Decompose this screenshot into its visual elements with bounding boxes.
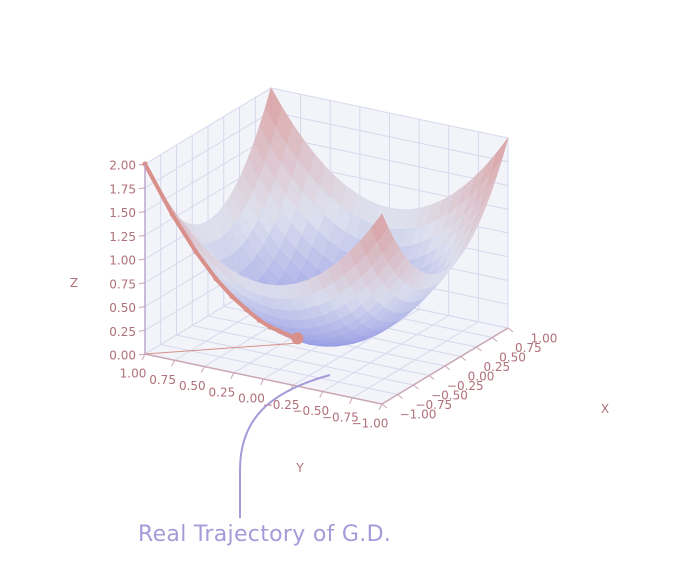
trajectory-point	[244, 307, 250, 313]
x-tick-mark	[507, 327, 514, 333]
z-tick-label: 0.75	[109, 277, 136, 291]
x-tick-label: −1.00	[400, 408, 437, 422]
trajectory-point	[256, 317, 262, 323]
x-tick-label: 1.00	[531, 332, 558, 346]
y-tick-label: −1.00	[352, 417, 389, 431]
y-axis-ticks: 1.00 0.75 0.50 0.25 0.00−0.25−0.50−0.75−1.00	[120, 353, 389, 431]
z-tick-mark	[138, 211, 146, 213]
x-tick-mark	[444, 365, 451, 371]
y-tick-label: −0.50	[292, 404, 329, 418]
y-tick-mark	[200, 366, 205, 373]
z-axis-ticks: 0.00 0.25 0.50 0.75 1.00 1.25 1.50 1.75 2.00	[109, 159, 146, 363]
z-tick-mark	[138, 234, 146, 237]
trajectory-point	[229, 293, 235, 300]
trajectory-point	[267, 324, 273, 330]
z-tick-mark	[138, 187, 146, 190]
x-tick-label: 0.75	[515, 341, 542, 355]
z-tick-label: 1.50	[109, 206, 136, 220]
z-tick-mark	[138, 258, 146, 261]
z-tick-mark	[138, 306, 146, 308]
y-tick-mark	[171, 360, 176, 367]
x-tick-label: −0.25	[447, 379, 484, 393]
x-tick-mark	[381, 403, 388, 409]
x-tick-mark	[460, 356, 467, 361]
z-tick-mark	[138, 353, 146, 356]
z-tick-mark	[138, 282, 146, 285]
x-tick-mark	[491, 337, 498, 342]
wall-grid-line	[270, 111, 509, 163]
z-tick-label: 0.25	[109, 325, 136, 339]
y-tick-mark	[260, 378, 264, 386]
z-tick-label: 1.75	[109, 182, 136, 196]
y-tick-label: 0.00	[238, 392, 265, 406]
y-tick-mark	[348, 397, 353, 404]
x-tick-mark	[413, 384, 419, 390]
x-axis-ticks: 1.000.750.500.250.00−0.25−0.50−0.75−1.00	[381, 327, 558, 422]
z-tick-label: 1.00	[109, 254, 136, 268]
trajectory-point	[193, 248, 199, 255]
y-tick-mark	[319, 391, 324, 398]
trajectory-point	[276, 328, 282, 334]
wall-grid-line	[270, 135, 509, 186]
y-tick-mark	[230, 372, 235, 379]
z-tick-label: 0.00	[109, 349, 136, 363]
x-tick-label: 0.00	[468, 370, 495, 384]
trajectory-floor-line	[144, 342, 298, 355]
x-tick-label: 0.50	[499, 351, 526, 365]
annotation-leader-line	[239, 374, 331, 518]
surface-patch	[370, 213, 389, 242]
wall-grid-line	[144, 111, 272, 189]
x-axis-label: X	[601, 402, 609, 416]
y-tick-label: 0.50	[179, 379, 206, 393]
y-tick-label: 0.25	[209, 385, 236, 399]
trajectory-point	[169, 211, 175, 217]
trajectory-point	[213, 276, 219, 282]
z-tick-label: 2.00	[109, 159, 136, 173]
x-tick-mark	[476, 346, 482, 352]
trajectory-annotation: Real Trajectory of G.D.	[138, 522, 392, 547]
surface-mesh	[144, 87, 509, 347]
x-tick-mark	[428, 375, 435, 380]
x-tick-label: −0.75	[415, 398, 452, 412]
x-tick-mark	[397, 394, 404, 399]
y-tick-label: 0.75	[149, 373, 176, 387]
z-tick-label: 1.25	[109, 230, 136, 244]
z-axis-label: Z	[70, 276, 78, 290]
y-tick-mark	[378, 403, 383, 411]
x-tick-label: 0.25	[483, 360, 510, 374]
y-tick-label: 1.00	[120, 367, 147, 381]
x-tick-label: −0.50	[431, 389, 468, 403]
wall-grid-line	[144, 87, 272, 165]
z-tick-mark	[138, 329, 146, 332]
y-tick-mark	[141, 353, 146, 361]
trajectory-path	[142, 161, 304, 355]
wall-grid-line	[270, 87, 509, 139]
y-axis-label: Y	[295, 461, 304, 475]
z-tick-label: 0.50	[109, 301, 136, 315]
y-tick-label: −0.75	[322, 410, 359, 424]
trajectory-point	[283, 331, 290, 337]
